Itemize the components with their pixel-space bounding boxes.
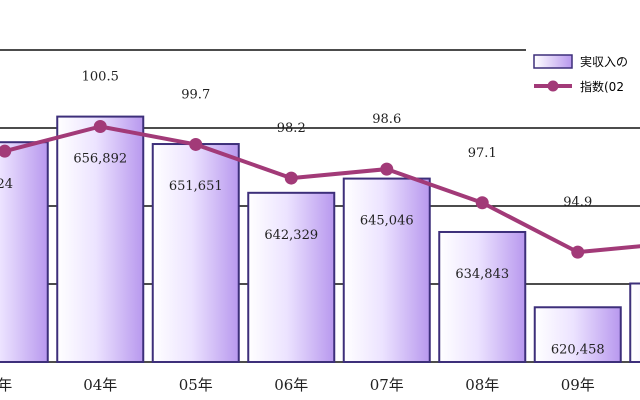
line-value-label: 99.7 — [181, 87, 210, 102]
bar — [56, 115, 145, 364]
line-point — [0, 144, 12, 158]
legend-line-label: 指数(02 — [580, 79, 624, 94]
bar-value-label: 24 — [0, 177, 13, 192]
bar-value-label: 656,892 — [73, 152, 127, 167]
x-axis-tick-labels: 年 04年 05年 06年 07年 08年 09年 — [0, 376, 595, 394]
legend-bar-swatch — [533, 54, 573, 69]
x-tick-label: 08年 — [465, 376, 499, 394]
line-point — [189, 137, 203, 151]
line-point — [571, 245, 585, 259]
legend-line-marker — [547, 80, 559, 92]
bar — [342, 177, 431, 363]
line-value-labels: 100.5 99.7 98.2 98.6 97.1 94.9 — [82, 70, 593, 211]
bar — [247, 191, 336, 363]
line-value-label: 97.1 — [468, 146, 497, 161]
x-tick-label: 年 — [0, 376, 12, 394]
line-point — [284, 171, 298, 185]
x-tick-label: 07年 — [370, 376, 404, 394]
bar-value-label: 634,843 — [455, 267, 509, 282]
line-value-label: 94.9 — [563, 195, 592, 210]
bar-series — [0, 115, 640, 364]
legend: 実収入の 指数(02 — [526, 48, 640, 96]
bar — [533, 306, 622, 364]
x-tick-label: 04年 — [83, 376, 117, 394]
line-point — [475, 196, 489, 210]
bar-value-label: 642,329 — [264, 228, 318, 243]
line-point — [93, 120, 107, 133]
bar-value-labels: 24 656,892 651,651 642,329 645,046 634,843 620… — [0, 152, 605, 358]
bar — [151, 143, 240, 363]
bar — [629, 282, 640, 363]
line-value-label: 98.6 — [372, 112, 401, 127]
line-value-label: 100.5 — [82, 70, 119, 85]
line-series — [0, 120, 640, 259]
bar — [438, 230, 527, 363]
bar-value-label: 645,046 — [360, 214, 414, 229]
bar-value-label: 651,651 — [169, 179, 223, 194]
x-tick-label: 06年 — [274, 376, 308, 394]
legend-bar-label: 実収入の — [580, 54, 628, 69]
x-tick-label: 05年 — [179, 376, 213, 394]
x-tick-label: 09年 — [561, 376, 595, 394]
line-point — [380, 162, 394, 176]
bar-value-label: 620,458 — [551, 342, 605, 357]
index-line — [4, 124, 640, 255]
line-value-label: 98.2 — [277, 121, 306, 136]
bar — [0, 141, 49, 363]
